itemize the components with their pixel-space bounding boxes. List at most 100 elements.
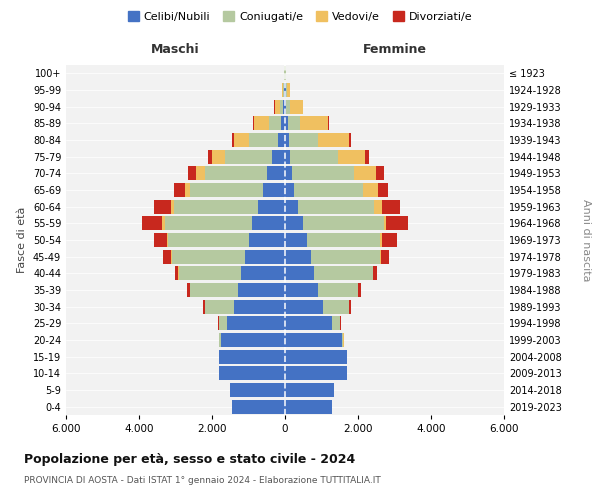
Bar — [286, 100, 290, 114]
Bar — [294, 183, 364, 197]
Bar — [234, 133, 248, 147]
Bar — [221, 333, 285, 347]
Bar — [285, 200, 298, 214]
Bar — [287, 83, 290, 97]
Bar — [314, 266, 373, 280]
Bar — [205, 166, 267, 180]
Bar — [154, 233, 167, 247]
Bar — [272, 150, 285, 164]
Bar — [234, 300, 285, 314]
Bar — [238, 283, 285, 297]
Bar — [382, 250, 389, 264]
Bar — [163, 250, 171, 264]
Bar — [190, 183, 263, 197]
Text: Maschi: Maschi — [151, 44, 200, 57]
Bar — [175, 266, 178, 280]
Bar — [303, 216, 383, 230]
Bar — [253, 116, 254, 130]
Bar — [282, 83, 283, 97]
Bar — [341, 333, 343, 347]
Bar — [332, 316, 340, 330]
Bar — [252, 216, 285, 230]
Bar — [163, 216, 164, 230]
Bar — [179, 266, 241, 280]
Bar — [208, 150, 212, 164]
Bar — [267, 166, 285, 180]
Bar — [173, 183, 185, 197]
Bar — [285, 350, 347, 364]
Bar — [203, 300, 205, 314]
Bar — [298, 200, 374, 214]
Bar — [241, 266, 285, 280]
Bar — [263, 183, 285, 197]
Bar — [190, 283, 238, 297]
Bar — [285, 266, 314, 280]
Bar — [289, 133, 318, 147]
Bar — [285, 166, 292, 180]
Bar — [285, 250, 311, 264]
Bar — [338, 150, 365, 164]
Bar — [383, 216, 386, 230]
Bar — [283, 100, 285, 114]
Bar — [248, 233, 285, 247]
Bar — [230, 383, 285, 397]
Bar — [328, 116, 329, 130]
Bar — [285, 116, 287, 130]
Bar — [220, 316, 227, 330]
Bar — [290, 100, 303, 114]
Bar — [171, 250, 172, 264]
Bar — [196, 166, 205, 180]
Legend: Celibi/Nubili, Coniugati/e, Vedovi/e, Divorziati/e: Celibi/Nubili, Coniugati/e, Vedovi/e, Di… — [124, 8, 476, 25]
Text: Popolazione per età, sesso e stato civile - 2024: Popolazione per età, sesso e stato civil… — [24, 452, 355, 466]
Bar — [275, 100, 280, 114]
Bar — [323, 300, 349, 314]
Bar — [364, 183, 378, 197]
Bar — [376, 166, 383, 180]
Bar — [285, 333, 341, 347]
Bar — [232, 400, 285, 413]
Bar — [382, 233, 397, 247]
Bar — [318, 133, 349, 147]
Bar — [285, 83, 286, 97]
Bar — [205, 300, 234, 314]
Bar — [318, 283, 358, 297]
Bar — [220, 333, 221, 347]
Bar — [307, 233, 380, 247]
Bar — [349, 133, 351, 147]
Bar — [220, 350, 285, 364]
Bar — [285, 283, 318, 297]
Bar — [378, 183, 388, 197]
Bar — [285, 216, 303, 230]
Bar — [285, 100, 286, 114]
Bar — [386, 216, 409, 230]
Bar — [358, 283, 361, 297]
Bar — [220, 366, 285, 380]
Bar — [178, 266, 179, 280]
Bar — [281, 116, 285, 130]
Bar — [365, 150, 369, 164]
Bar — [257, 200, 285, 214]
Bar — [285, 183, 294, 197]
Bar — [285, 150, 290, 164]
Bar — [349, 300, 350, 314]
Bar — [164, 216, 252, 230]
Bar — [373, 266, 377, 280]
Bar — [278, 133, 285, 147]
Bar — [285, 383, 334, 397]
Bar — [167, 233, 168, 247]
Bar — [173, 200, 257, 214]
Bar — [287, 116, 301, 130]
Bar — [382, 200, 400, 214]
Bar — [285, 300, 323, 314]
Bar — [245, 250, 285, 264]
Bar — [187, 283, 190, 297]
Bar — [225, 150, 272, 164]
Bar — [218, 316, 219, 330]
Bar — [269, 116, 281, 130]
Bar — [227, 316, 285, 330]
Bar — [311, 250, 380, 264]
Bar — [171, 200, 173, 214]
Bar — [285, 316, 332, 330]
Text: Femmine: Femmine — [362, 44, 427, 57]
Bar — [280, 100, 283, 114]
